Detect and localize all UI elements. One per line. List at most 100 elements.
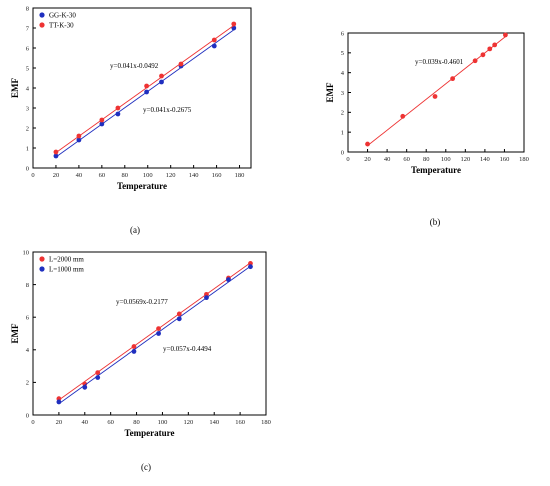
data-point-b-0-5 bbox=[480, 52, 486, 58]
y-tick-label: 0 bbox=[26, 412, 29, 419]
legend-label-a-1: TT-K-30 bbox=[49, 22, 74, 30]
legend-label-c-0: L=2000 mm bbox=[49, 256, 84, 264]
x-tick-label: 120 bbox=[166, 172, 176, 179]
x-tick-label: 100 bbox=[441, 156, 451, 163]
x-tick-label: 40 bbox=[76, 172, 83, 179]
legend-marker-a-1 bbox=[39, 22, 45, 28]
fit-line-c-1 bbox=[58, 265, 251, 405]
y-tick-label: 6 bbox=[26, 45, 30, 52]
fit-equation-a-1: y=0.041x-0.0492 bbox=[110, 62, 159, 70]
y-axis-title: EMF bbox=[10, 323, 20, 343]
x-tick-label: 180 bbox=[235, 172, 245, 179]
y-tick-label: 3 bbox=[26, 105, 29, 112]
data-point-c-0-3 bbox=[131, 344, 137, 349]
data-point-c-1-6 bbox=[204, 295, 209, 301]
data-point-b-0-6 bbox=[487, 46, 493, 52]
x-tick-label: 160 bbox=[212, 172, 222, 179]
x-tick-label: 100 bbox=[143, 172, 153, 179]
y-tick-label: 6 bbox=[341, 30, 345, 37]
y-tick-label: 4 bbox=[341, 70, 345, 77]
y-tick-label: 8 bbox=[26, 282, 29, 289]
fit-line-a-1 bbox=[55, 25, 235, 153]
data-point-b-0-4 bbox=[472, 58, 478, 64]
data-point-a-0-5 bbox=[159, 79, 164, 85]
data-point-c-1-1 bbox=[82, 384, 88, 390]
data-point-a-1-0 bbox=[53, 149, 59, 155]
x-tick-label: 80 bbox=[133, 419, 140, 426]
fit-line-b-0 bbox=[367, 36, 506, 147]
y-axis-title: EMF bbox=[10, 78, 20, 98]
data-point-a-1-2 bbox=[99, 117, 105, 123]
data-point-b-0-8 bbox=[503, 32, 508, 38]
x-tick-label: 160 bbox=[500, 156, 510, 163]
data-point-b-0-7 bbox=[492, 42, 498, 48]
data-point-a-1-6 bbox=[178, 61, 184, 67]
data-point-c-1-4 bbox=[156, 331, 161, 336]
x-tick-label: 140 bbox=[189, 172, 199, 179]
x-tick-label: 60 bbox=[99, 172, 106, 179]
plot-frame bbox=[347, 32, 525, 153]
x-tick-label: 140 bbox=[209, 419, 219, 426]
data-point-c-0-4 bbox=[156, 326, 161, 332]
y-tick-label: 2 bbox=[26, 125, 29, 132]
x-tick-label: 160 bbox=[235, 419, 245, 426]
y-tick-label: 2 bbox=[341, 110, 344, 117]
y-tick-label: 3 bbox=[341, 90, 344, 97]
plot-frame bbox=[32, 7, 252, 169]
data-point-a-0-0 bbox=[53, 153, 59, 159]
panel-caption-a: (a) bbox=[130, 225, 140, 235]
x-tick-label: 0 bbox=[346, 156, 349, 163]
fit-equation-a-0: y=0.041x-0.2675 bbox=[143, 106, 192, 114]
chart-c: 0 20 40 60 80 100 120 140 160 180 0 2 4 6 8 10 Temperatu… bbox=[10, 249, 271, 472]
x-axis-title: Temperature bbox=[411, 165, 461, 175]
data-point-a-1-5 bbox=[159, 73, 164, 79]
data-point-a-0-3 bbox=[115, 111, 121, 117]
fit-equation-c-0: y=0.0569x-0.2177 bbox=[116, 298, 168, 306]
data-point-a-1-7 bbox=[211, 37, 217, 43]
data-point-c-1-8 bbox=[248, 264, 253, 270]
y-tick-label: 0 bbox=[26, 165, 29, 172]
data-point-b-0-2 bbox=[432, 94, 438, 99]
data-point-c-0-2 bbox=[95, 370, 101, 376]
y-axis-title: EMF bbox=[325, 82, 335, 102]
data-point-b-0-3 bbox=[450, 76, 456, 82]
x-tick-label: 140 bbox=[480, 156, 490, 163]
x-tick-label: 20 bbox=[53, 172, 60, 179]
panel-caption-c: (c) bbox=[141, 462, 151, 472]
x-tick-label: 100 bbox=[158, 419, 168, 426]
legend-label-c-1: L=1000 mm bbox=[49, 266, 84, 274]
x-tick-label: 120 bbox=[183, 419, 193, 426]
y-tick-label: 5 bbox=[26, 65, 29, 72]
y-tick-label: 4 bbox=[26, 85, 30, 92]
chart-a: 0 20 40 60 80 100 120 140 160 180 0 1 2 3 4 5 6 7 8 Tempera… bbox=[10, 5, 252, 235]
y-tick-label: 0 bbox=[341, 149, 344, 156]
legend-label-a-0: GG-K-30 bbox=[49, 12, 76, 20]
x-tick-label: 80 bbox=[423, 156, 430, 163]
x-tick-label: 40 bbox=[384, 156, 391, 163]
chart-b: 0 20 40 60 80 100 120 140 160 180 0 1 2 3 4 5 6 Temperatu… bbox=[325, 30, 529, 227]
y-tick-label: 5 bbox=[341, 50, 344, 57]
data-point-c-1-3 bbox=[131, 349, 137, 354]
y-tick-label: 4 bbox=[26, 347, 30, 354]
data-point-c-1-5 bbox=[176, 316, 182, 322]
y-tick-label: 1 bbox=[26, 145, 29, 152]
x-tick-label: 80 bbox=[122, 172, 129, 179]
data-point-a-0-7 bbox=[211, 43, 217, 49]
x-tick-label: 40 bbox=[82, 419, 89, 426]
x-tick-label: 20 bbox=[56, 419, 63, 426]
x-tick-label: 120 bbox=[460, 156, 470, 163]
fit-equation-c-1: y=0.057x-0.4494 bbox=[163, 345, 212, 353]
data-point-c-1-0 bbox=[56, 399, 62, 405]
data-point-c-1-7 bbox=[226, 277, 231, 283]
x-axis-title: Temperature bbox=[117, 181, 167, 191]
x-axis-title: Temperature bbox=[125, 428, 175, 438]
data-point-a-0-1 bbox=[76, 137, 82, 143]
data-point-a-1-4 bbox=[144, 83, 149, 89]
x-tick-label: 20 bbox=[364, 156, 371, 163]
panel-caption-b: (b) bbox=[430, 217, 441, 227]
data-point-b-0-1 bbox=[400, 113, 406, 119]
data-point-a-0-2 bbox=[99, 121, 105, 127]
plot-frame bbox=[32, 251, 267, 416]
x-tick-label: 180 bbox=[261, 419, 271, 426]
